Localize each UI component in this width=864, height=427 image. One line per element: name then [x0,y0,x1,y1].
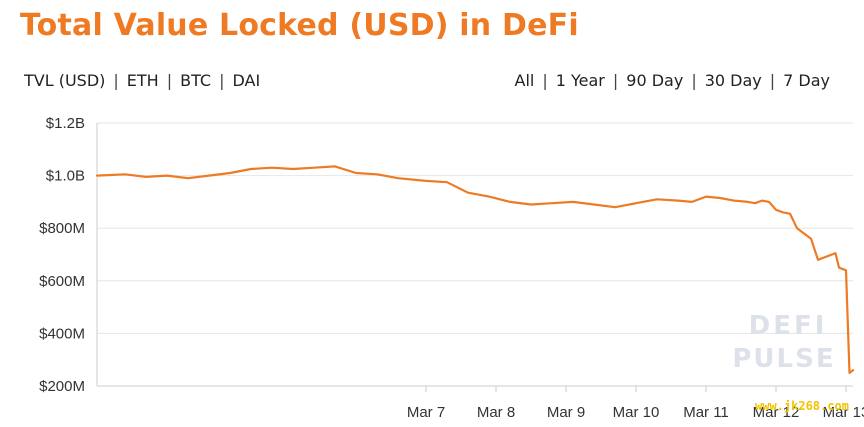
watermark-line-2: PULSE [732,344,835,374]
tab-separator: | [612,71,619,90]
x-tick-label: Mar 11 [683,404,729,421]
tab-1-year[interactable]: 1 Year [555,71,605,90]
site-watermark: www.jk268.com [755,399,849,413]
tab-dai[interactable]: DAI [232,71,261,90]
page-title: Total Value Locked (USD) in DeFi [20,8,579,43]
currency-tabs: TVL (USD) | ETH | BTC | DAI [24,71,260,90]
tab-90-day[interactable]: 90 Day [626,71,684,90]
tab-separator: | [691,71,697,90]
tab-7-day[interactable]: 7 Day [783,71,830,90]
tab-eth[interactable]: ETH [126,71,159,90]
x-tick-label: Mar 8 [477,404,515,421]
y-tick-label: $800M [39,220,85,237]
tab-separator: | [166,71,173,90]
tvl-series-line [95,165,855,374]
y-tick-label: $400M [39,325,85,342]
chart-ticks: $200M $400M $600M $800M $1.0B $1.2B Mar 7 Mar 8… [39,115,864,421]
x-tick-label: Mar 12 [753,404,800,421]
range-tabs: All | 1 Year | 90 Day | 30 Day | 7 Day [515,71,831,90]
x-tick-label: Mar 9 [547,404,585,421]
y-tick-label: $1.0B [46,168,85,185]
chart-axes [96,123,853,392]
watermark-line-1: DEFI [749,311,828,341]
tab-30-day[interactable]: 30 Day [704,71,762,90]
x-tick-label: Mar 13 [823,404,864,421]
y-tick-label: $600M [39,273,85,290]
x-tick-label: Mar 7 [407,404,445,421]
chart-series [95,165,855,374]
tab-separator: | [219,71,225,90]
defi-pulse-watermark: DEFI PULSE [732,311,835,374]
tab-separator: | [542,71,548,90]
y-tick-label: $1.2B [46,115,85,132]
x-tick-label: Mar 10 [613,404,660,421]
tab-btc[interactable]: BTC [180,71,212,90]
tab-separator: | [769,71,776,90]
tab-tvl-usd[interactable]: TVL (USD) [24,71,106,90]
y-tick-label: $200M [39,378,85,395]
tab-all[interactable]: All [514,71,535,90]
tab-separator: | [113,71,119,90]
